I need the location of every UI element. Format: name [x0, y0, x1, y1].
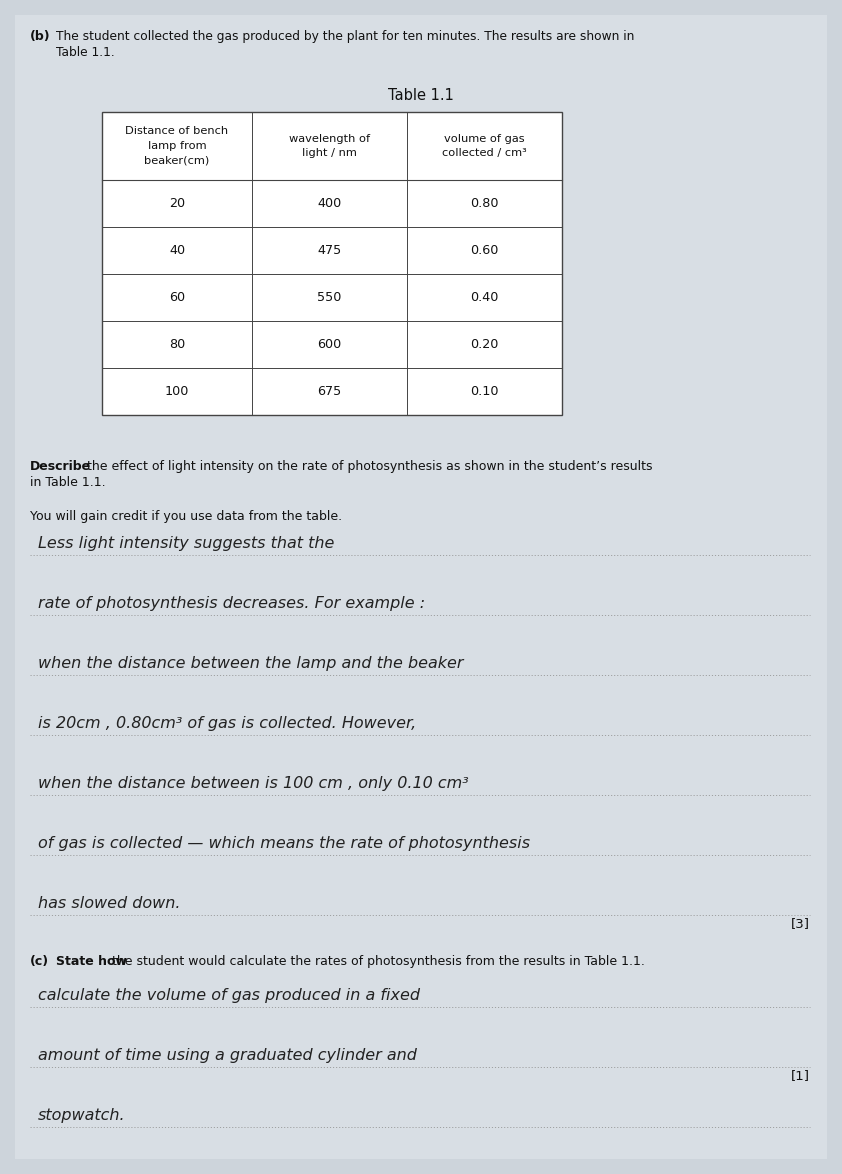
Text: 40: 40 — [169, 244, 185, 257]
Text: beaker(cm): beaker(cm) — [144, 155, 210, 166]
Text: wavelength of: wavelength of — [289, 134, 370, 143]
Text: collected / cm³: collected / cm³ — [442, 148, 527, 158]
Text: [3]: [3] — [791, 917, 810, 930]
Text: 80: 80 — [169, 338, 185, 351]
Text: (c): (c) — [30, 954, 49, 969]
Text: in Table 1.1.: in Table 1.1. — [30, 475, 105, 488]
Text: [1]: [1] — [791, 1070, 810, 1082]
Text: the student would calculate the rates of photosynthesis from the results in Tabl: the student would calculate the rates of… — [108, 954, 645, 969]
Text: 0.40: 0.40 — [471, 291, 498, 304]
Text: 0.20: 0.20 — [471, 338, 498, 351]
Text: State how: State how — [56, 954, 127, 969]
Text: Describe: Describe — [30, 460, 91, 473]
Text: stopwatch.: stopwatch. — [38, 1108, 125, 1124]
Text: amount of time using a graduated cylinder and: amount of time using a graduated cylinde… — [38, 1048, 417, 1062]
Text: You will gain credit if you use data from the table.: You will gain credit if you use data fro… — [30, 510, 342, 522]
Text: 20: 20 — [169, 197, 185, 210]
Text: calculate the volume of gas produced in a fixed: calculate the volume of gas produced in … — [38, 989, 420, 1003]
Text: when the distance between the lamp and the beaker: when the distance between the lamp and t… — [38, 656, 463, 672]
Text: is 20cm , 0.80cm³ of gas is collected. However,: is 20cm , 0.80cm³ of gas is collected. H… — [38, 716, 416, 731]
Text: light / nm: light / nm — [302, 148, 357, 158]
Text: lamp from: lamp from — [147, 141, 206, 151]
Bar — [102, 112, 562, 414]
Text: 100: 100 — [165, 385, 189, 398]
Text: the effect of light intensity on the rate of photosynthesis as shown in the stud: the effect of light intensity on the rat… — [83, 460, 653, 473]
Text: when the distance between is 100 cm , only 0.10 cm³: when the distance between is 100 cm , on… — [38, 776, 469, 791]
Text: 400: 400 — [317, 197, 342, 210]
Text: (b): (b) — [30, 31, 51, 43]
Text: 0.80: 0.80 — [470, 197, 498, 210]
Text: 0.60: 0.60 — [471, 244, 498, 257]
Text: rate of photosynthesis decreases. For example :: rate of photosynthesis decreases. For ex… — [38, 596, 425, 610]
Text: Distance of bench: Distance of bench — [125, 127, 228, 136]
Text: 600: 600 — [317, 338, 342, 351]
Text: 60: 60 — [169, 291, 185, 304]
Text: volume of gas: volume of gas — [445, 134, 525, 143]
Text: 475: 475 — [317, 244, 342, 257]
Text: has slowed down.: has slowed down. — [38, 896, 180, 911]
Text: 550: 550 — [317, 291, 342, 304]
Text: Less light intensity suggests that the: Less light intensity suggests that the — [38, 537, 334, 551]
Text: 675: 675 — [317, 385, 342, 398]
Text: Table 1.1: Table 1.1 — [388, 88, 454, 103]
Text: The student collected the gas produced by the plant for ten minutes. The results: The student collected the gas produced b… — [56, 31, 634, 43]
Text: 0.10: 0.10 — [470, 385, 498, 398]
Text: of gas is collected — which means the rate of photosynthesis: of gas is collected — which means the ra… — [38, 836, 530, 851]
Text: Table 1.1.: Table 1.1. — [56, 46, 115, 59]
